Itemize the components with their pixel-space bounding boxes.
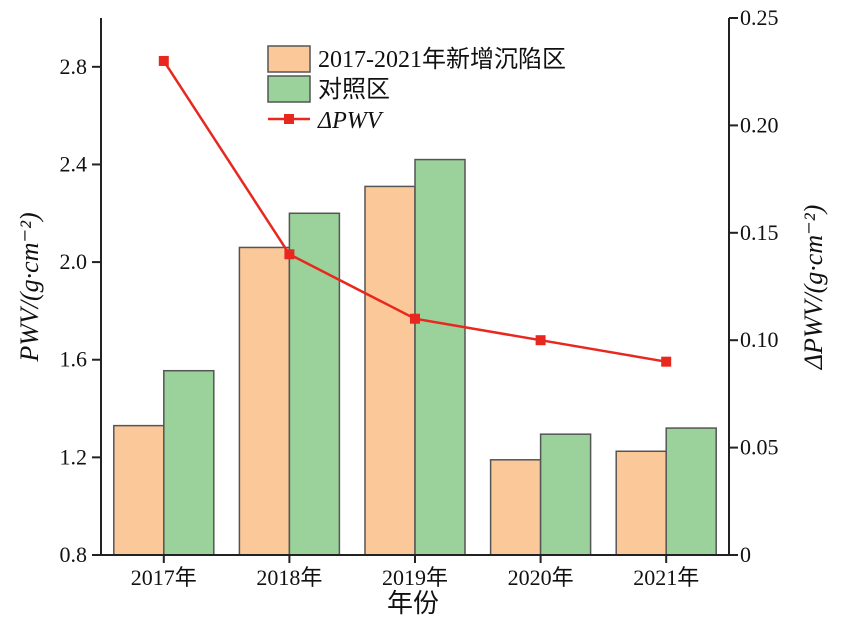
y-tick-label: 0.8 — [60, 542, 88, 567]
bar-control — [163, 369, 215, 556]
delta-pwv-marker — [535, 335, 546, 346]
y2-tick-label: 0 — [740, 542, 751, 567]
bars-layer — [113, 158, 717, 556]
y-tick-label: 2.4 — [60, 151, 88, 176]
bar-control — [539, 433, 592, 556]
bar-subsidence — [113, 424, 165, 556]
delta-pwv-marker — [158, 55, 169, 66]
line-layer — [158, 55, 672, 367]
bar-subsidence — [489, 459, 542, 556]
legend-label-subsidence: 2017-2021年新增沉陷区 — [318, 46, 566, 73]
y-tick-label: 2.8 — [60, 54, 88, 79]
y-axis-title: PWV/(g·cm⁻²) — [15, 212, 44, 362]
y-tick-label: 2.0 — [60, 249, 88, 274]
y2-axis-title: ΔPWV/(g·cm⁻²) — [799, 205, 828, 371]
x-axis-title: 年份 — [387, 589, 439, 618]
bar-control — [288, 212, 341, 556]
x-tick-label: 2017年 — [131, 565, 197, 590]
bar-control — [414, 158, 466, 556]
bar-subsidence — [615, 450, 667, 556]
bar-subsidence — [364, 185, 416, 556]
y2-tick-label: 0.25 — [740, 5, 779, 30]
y-tick-label: 1.6 — [60, 347, 88, 372]
y2-tick-label: 0.15 — [740, 220, 779, 245]
x-tick-label: 2018年 — [256, 565, 322, 590]
y2-tick-label: 0.10 — [740, 327, 779, 352]
legend-swatch-subsidence — [267, 45, 311, 73]
y2-tick-label: 0.20 — [740, 112, 779, 137]
delta-pwv-marker — [661, 356, 672, 367]
x-tick-label: 2020年 — [508, 565, 574, 590]
x-tick-label: 2021年 — [633, 565, 699, 590]
legend-label-control: 对照区 — [318, 76, 390, 103]
bar-subsidence — [238, 246, 291, 556]
y2-tick-label: 0.05 — [740, 435, 779, 460]
x-tick-label: 2019年 — [382, 565, 448, 590]
y-tick-label: 1.2 — [60, 444, 88, 469]
legend: 2017-2021年新增沉陷区 对照区 ΔPWV — [267, 45, 566, 134]
delta-pwv-marker — [410, 313, 420, 324]
ticks-layer: 0.8 1.2 1.6 2.0 2.4 2.8 0 0.05 0.10 0.15 0.20 0.25 2… — [60, 5, 779, 590]
bar-control — [665, 427, 717, 556]
legend-label-delta: ΔPWV — [317, 108, 384, 134]
legend-marker-delta — [284, 114, 294, 124]
legend-swatch-control — [267, 75, 311, 103]
delta-pwv-marker — [284, 249, 295, 260]
